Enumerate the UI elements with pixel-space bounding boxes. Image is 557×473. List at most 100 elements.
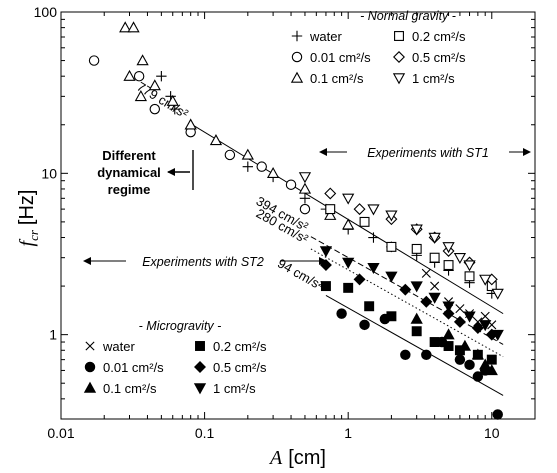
y-tick-label: 10	[41, 165, 57, 181]
data-point	[400, 349, 411, 361]
data-point	[386, 311, 397, 322]
legend-title: - Microgravity -	[139, 319, 222, 333]
legend-title: - Normal gravity -	[360, 9, 456, 23]
data-point	[471, 321, 484, 334]
data-point	[367, 262, 380, 275]
regime-text-2: dynamical	[97, 165, 161, 180]
series-micro-9	[320, 281, 497, 365]
data-point	[166, 94, 179, 106]
data-point	[324, 208, 337, 220]
data-point	[320, 281, 331, 292]
legend-normal-gravity: - Normal gravity - water 0.2 cm²/s 0.01 cm²…	[290, 9, 466, 86]
data-point	[480, 311, 490, 321]
data-point	[454, 345, 465, 356]
data-point	[410, 312, 423, 324]
data-point	[442, 328, 455, 340]
data-point	[429, 252, 440, 263]
data-point	[428, 232, 441, 244]
data-point	[353, 273, 366, 286]
data-point	[342, 193, 355, 205]
y-axis-subscript: cr	[26, 229, 41, 241]
y-tick-labels: 1 10 100	[34, 4, 58, 343]
legend-label: 1 cm²/s	[213, 381, 256, 396]
data-point	[491, 329, 504, 341]
legend-label: 0.5 cm²/s	[412, 50, 466, 65]
data-point	[285, 179, 297, 190]
data-point	[364, 301, 375, 312]
data-point	[148, 79, 161, 91]
x-tick-label: 1	[344, 425, 352, 441]
data-point	[209, 134, 223, 146]
data-point	[479, 320, 492, 332]
data-point	[454, 354, 466, 365]
data-point	[84, 361, 96, 373]
regime-text-1: Different	[102, 148, 156, 163]
legend-label: 0.1 cm²/s	[103, 381, 157, 396]
data-point	[298, 172, 312, 184]
legend-label: 0.1 cm²/s	[310, 71, 364, 86]
fit-line-0	[190, 123, 504, 315]
y-tick-label: 1	[49, 327, 57, 343]
data-point	[368, 232, 379, 243]
data-point	[455, 304, 465, 314]
series-normal-1	[88, 55, 311, 215]
data-point	[442, 242, 455, 254]
data-point	[88, 55, 100, 66]
data-point	[442, 307, 455, 320]
data-point	[342, 218, 355, 230]
data-point	[85, 341, 95, 351]
data-point	[420, 295, 433, 308]
y-axis-variable: f	[16, 238, 38, 246]
data-point	[472, 349, 483, 360]
data-point	[385, 210, 398, 222]
legend-label: 0.01 cm²/s	[310, 50, 371, 65]
data-point	[421, 268, 431, 278]
series-micro-11	[319, 246, 504, 341]
series-normal-3	[325, 204, 497, 292]
data-point	[242, 161, 254, 172]
data-point	[479, 274, 492, 286]
data-point	[256, 161, 267, 172]
data-point	[193, 383, 207, 395]
series-normal-4	[324, 187, 498, 286]
data-point	[410, 224, 423, 236]
data-point	[298, 182, 312, 194]
data-points	[88, 21, 504, 420]
axis-ticks	[60, 11, 536, 420]
legend-label: 0.2 cm²/s	[412, 29, 466, 44]
data-point	[291, 51, 303, 63]
legend-label: water	[102, 339, 135, 354]
data-point	[353, 203, 366, 216]
x-tick-label: 10	[484, 425, 500, 441]
data-point	[399, 283, 412, 296]
data-point	[343, 282, 354, 293]
series-micro-10	[319, 259, 498, 341]
data-point	[156, 70, 167, 82]
data-point	[453, 315, 466, 328]
series-normal-2	[119, 21, 355, 230]
data-point	[411, 243, 422, 254]
data-point	[127, 21, 140, 33]
data-point	[394, 31, 404, 41]
data-point	[428, 292, 441, 304]
data-point	[430, 281, 440, 291]
x-axis-unit: [cm]	[288, 447, 326, 469]
fit-line-2	[310, 248, 504, 358]
data-point	[393, 51, 405, 63]
x-tick-label: 0.1	[195, 425, 215, 441]
annotation-regime: Different dynamical regime	[97, 148, 194, 197]
data-point	[443, 260, 454, 271]
data-point	[472, 371, 484, 382]
data-point	[336, 308, 347, 319]
data-point	[359, 216, 370, 227]
data-point	[386, 241, 397, 252]
data-point	[491, 288, 504, 300]
x-tick-label: 0.01	[47, 425, 74, 441]
legend-microgravity: - Microgravity - water 0.2 cm²/s 0.01 cm²/s…	[83, 319, 267, 396]
y-axis-unit: [Hz]	[16, 190, 38, 226]
data-point	[442, 301, 455, 313]
data-point	[473, 317, 483, 327]
plot-frame	[60, 11, 536, 420]
data-point	[123, 69, 136, 81]
legend-label: 0.5 cm²/s	[213, 360, 267, 375]
